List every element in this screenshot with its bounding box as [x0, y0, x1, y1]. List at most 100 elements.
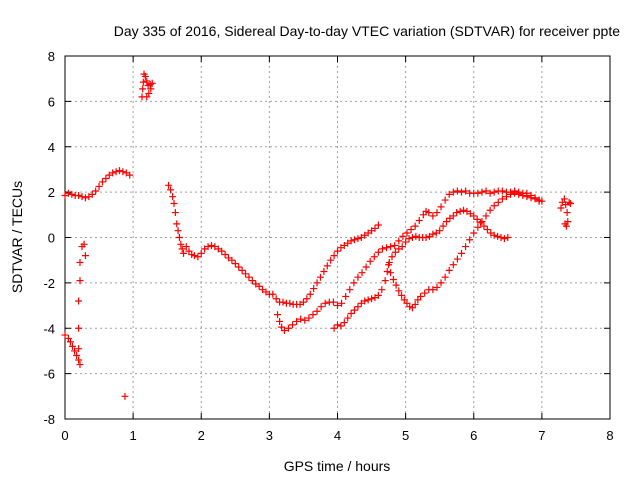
data-point: [61, 331, 69, 339]
data-point: [445, 190, 453, 198]
series-late-arc: [385, 189, 546, 312]
data-point: [494, 198, 502, 206]
y-tick-label: 6: [48, 94, 55, 109]
data-point: [139, 85, 147, 93]
data-point: [321, 299, 329, 307]
data-point: [75, 192, 83, 200]
data-point: [174, 227, 182, 235]
data-point: [478, 218, 486, 226]
data-point: [385, 261, 393, 269]
data-point: [351, 306, 359, 314]
data-point: [378, 286, 386, 294]
data-point: [139, 78, 147, 86]
data-point: [449, 261, 457, 269]
data-point: [80, 240, 88, 248]
data-point: [337, 322, 345, 330]
data-point: [389, 275, 397, 283]
data-point: [383, 244, 391, 252]
data-point: [126, 171, 134, 179]
data-point: [109, 169, 117, 177]
data-point: [391, 248, 399, 256]
data-point: [221, 251, 229, 259]
data-point: [366, 257, 374, 265]
x-tick-label: 1: [130, 428, 137, 443]
data-point: [207, 241, 215, 249]
data-point: [102, 175, 110, 183]
data-point: [75, 297, 83, 305]
data-point: [175, 234, 183, 241]
series-high-cluster: [138, 70, 156, 101]
data-point: [421, 289, 429, 297]
data-point: [408, 234, 416, 241]
data-point: [299, 298, 307, 306]
data-point: [478, 188, 486, 196]
data-point: [433, 209, 441, 217]
data-point: [445, 266, 453, 274]
data-point: [334, 321, 341, 329]
y-tick-label: -4: [43, 321, 55, 336]
data-point: [374, 291, 382, 299]
data-point: [443, 218, 450, 226]
data-point: [437, 203, 445, 211]
data-marks: [61, 70, 574, 400]
plot-frame: [64, 55, 611, 420]
data-point: [402, 238, 410, 246]
series-drop-cluster: [61, 240, 89, 369]
data-point: [436, 227, 444, 235]
data-point: [68, 342, 76, 350]
data-point: [228, 256, 236, 264]
tick-layer: 0 1 2 3 4 5 6 7 8 -8 -6 -4 -2 0 2 4 6 8: [43, 49, 613, 443]
data-point: [64, 189, 72, 197]
data-point: [330, 324, 338, 332]
data-point: [490, 231, 498, 239]
data-point: [441, 273, 449, 281]
x-axis-label: GPS time / hours: [284, 458, 391, 474]
data-point: [116, 167, 123, 175]
data-point: [453, 255, 461, 263]
data-point: [374, 221, 382, 229]
x-tick-label: 4: [334, 428, 341, 443]
data-point: [269, 290, 277, 298]
y-tick-label: -6: [43, 367, 55, 382]
y-axis-label: SDTVAR / TECUs: [9, 181, 25, 293]
data-point: [76, 277, 84, 285]
data-point: [456, 207, 464, 215]
data-point: [344, 314, 352, 322]
data-point: [235, 263, 243, 271]
data-point: [449, 212, 457, 220]
data-point: [405, 235, 413, 243]
data-point: [480, 222, 488, 230]
data-point: [378, 245, 386, 253]
data-point: [286, 299, 294, 307]
data-point: [388, 253, 396, 261]
data-point: [368, 295, 376, 303]
data-point: [362, 263, 370, 271]
data-point: [425, 209, 433, 217]
data-point: [391, 241, 399, 249]
data-point: [497, 234, 505, 241]
data-point: [272, 295, 280, 303]
data-point: [309, 311, 317, 319]
data-point: [95, 182, 103, 190]
data-point: [320, 268, 328, 276]
x-tick-label: 5: [402, 428, 409, 443]
data-point: [238, 266, 246, 274]
data-point: [71, 347, 79, 355]
data-point: [354, 273, 362, 281]
data-point: [197, 249, 205, 257]
y-tick-label: 8: [48, 49, 55, 64]
grid-layer: [65, 56, 610, 419]
series-outliers: [121, 392, 129, 400]
data-point: [523, 193, 531, 201]
data-point: [395, 237, 403, 245]
data-point: [317, 303, 325, 311]
data-point: [412, 232, 420, 240]
data-point: [194, 253, 202, 261]
data-point: [407, 226, 415, 234]
x-tick-label: 0: [61, 428, 68, 443]
data-point: [504, 234, 512, 241]
data-point: [477, 219, 485, 227]
data-point: [141, 72, 149, 80]
data-point: [457, 249, 465, 257]
data-point: [66, 338, 74, 346]
